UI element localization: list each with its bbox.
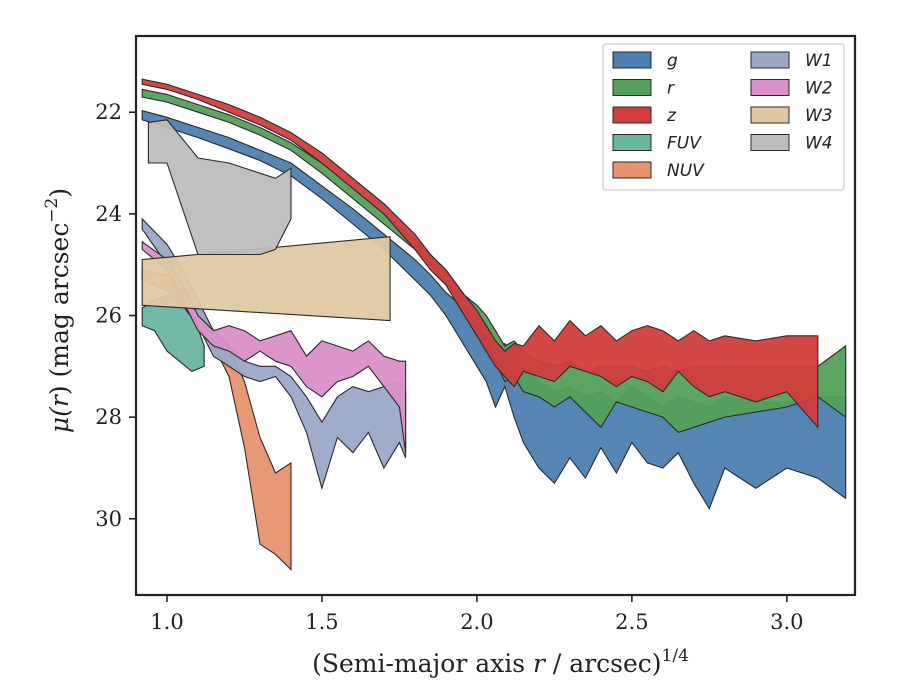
- x-axis-title-exponent: 1/4: [662, 646, 689, 666]
- legend-label-fuv: FUV: [667, 134, 702, 154]
- y-tick-label: 22: [95, 100, 122, 124]
- legend-swatch-r: [612, 79, 652, 96]
- legend-swatch-nuv: [612, 161, 652, 179]
- legend-swatch-g: [612, 51, 652, 69]
- band-w4: [147, 119, 292, 256]
- y-axis-title-symbol: r: [45, 393, 74, 407]
- band-series-group: [141, 78, 847, 571]
- y-axis: 22 24 26 28 30: [95, 100, 136, 531]
- x-tick-label: 3.0: [770, 610, 803, 634]
- x-axis-title-close: / arcsec): [545, 649, 662, 678]
- legend-label-r: r: [667, 79, 675, 99]
- band-w3: [141, 236, 391, 322]
- y-tick-label: 26: [95, 304, 122, 328]
- x-axis: 1.0 1.5 2.0 2.5 3.0: [150, 595, 804, 634]
- legend-swatch-w4: [750, 134, 790, 151]
- x-tick-label: 1.5: [305, 610, 338, 634]
- legend-swatch-w2: [750, 79, 790, 96]
- legend-swatch-w1: [750, 51, 790, 69]
- x-tick-label: 2.5: [615, 610, 648, 634]
- legend-label-g: g: [667, 51, 678, 71]
- y-axis-title-exponent: −2: [42, 198, 62, 223]
- y-axis-title-close: ): [45, 188, 74, 198]
- x-axis-title-symbol: r: [533, 649, 547, 678]
- band-w2: [141, 240, 407, 453]
- legend-label-w3: W3: [805, 106, 833, 126]
- x-tick-label: 1.0: [150, 610, 183, 634]
- legend-swatch-fuv: [612, 134, 652, 151]
- legend-swatch-z: [612, 106, 652, 124]
- legend: grz FUV NUV W1 W2 W3 W4: [602, 43, 845, 191]
- y-tick-label: 28: [95, 405, 122, 429]
- y-axis-title: μ(r) (mag arcsec−2): [42, 188, 74, 433]
- legend-label-z: z: [666, 106, 677, 126]
- y-axis-title-prefix: μ(: [45, 406, 74, 433]
- band-z: [141, 78, 819, 429]
- legend-swatch-w3: [750, 106, 790, 124]
- y-axis-title-suffix: ) (mag arcsec: [45, 223, 74, 396]
- x-axis-title-open: (Semi-major axis: [312, 649, 533, 678]
- legend-label-w4: W4: [805, 134, 833, 154]
- legend-label-nuv: NUV: [667, 161, 705, 181]
- x-tick-label: 2.0: [460, 610, 493, 634]
- x-axis-title: (Semi-major axis r / arcsec)1/4: [312, 646, 689, 678]
- legend-label-w2: W2: [805, 79, 833, 99]
- y-tick-label: 24: [95, 202, 122, 226]
- legend-label-w1: W1: [805, 51, 833, 71]
- y-tick-label: 30: [95, 507, 122, 531]
